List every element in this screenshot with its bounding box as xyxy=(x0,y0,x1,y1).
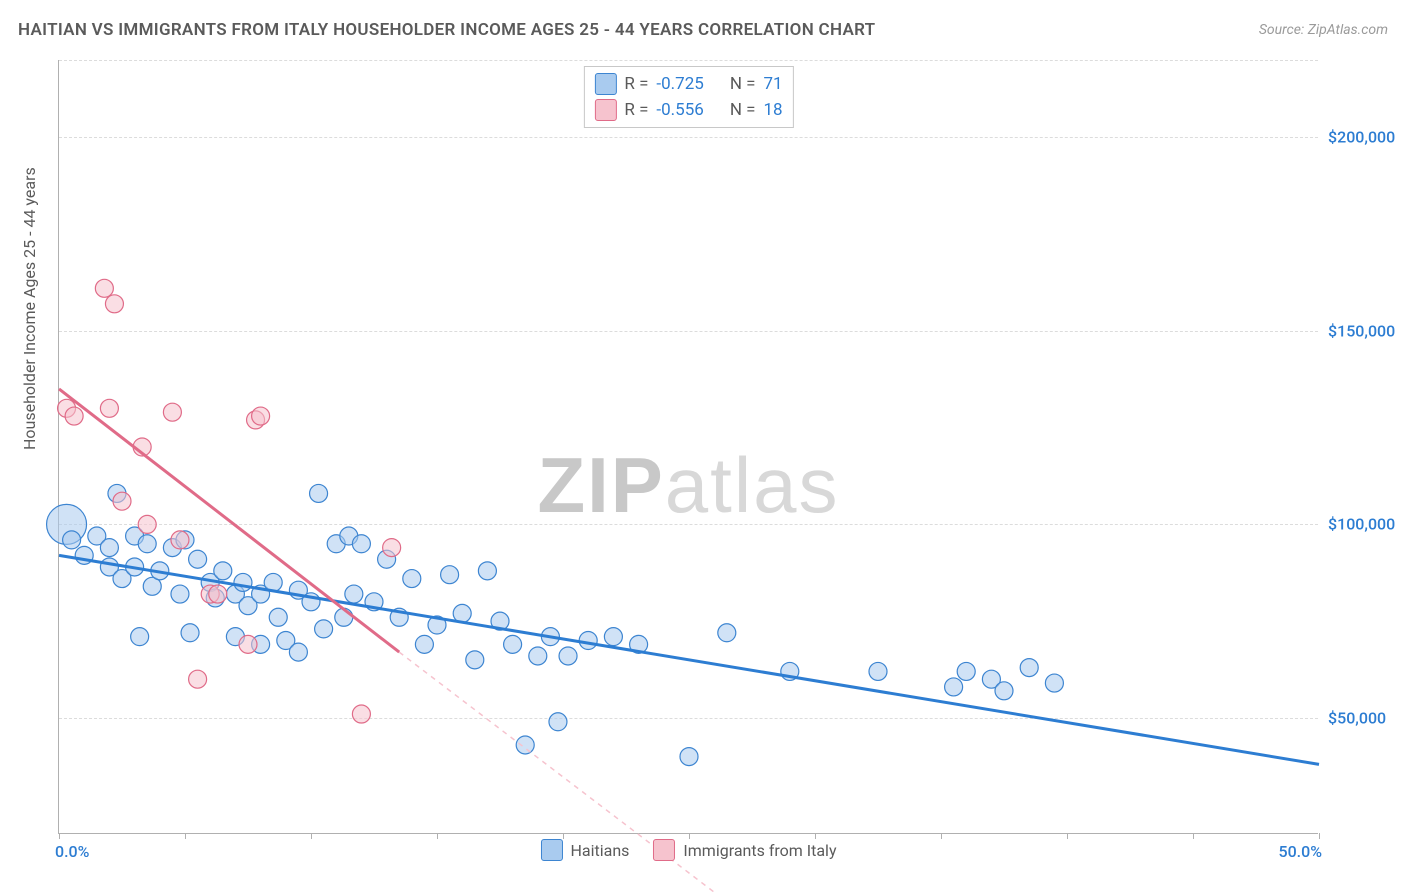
legend-label: Haitians xyxy=(570,841,629,860)
data-point xyxy=(945,678,963,696)
data-point xyxy=(138,535,156,553)
trend-line xyxy=(59,389,399,652)
r-label: R = xyxy=(624,74,648,94)
data-point xyxy=(559,647,577,665)
correlation-row: R = -0.725 N = 71 xyxy=(594,71,782,97)
data-point xyxy=(345,585,363,603)
legend-item: Haitians xyxy=(540,839,629,861)
x-min-label: 0.0% xyxy=(55,842,89,861)
r-label: R = xyxy=(624,100,648,120)
n-label: N = xyxy=(730,100,756,120)
r-value: -0.556 xyxy=(656,100,703,120)
x-tick xyxy=(941,833,942,839)
data-point xyxy=(995,682,1013,700)
x-tick xyxy=(59,833,60,839)
data-point xyxy=(209,585,227,603)
data-point xyxy=(352,535,370,553)
data-point xyxy=(289,643,307,661)
x-tick xyxy=(563,833,564,839)
legend-swatch xyxy=(540,839,562,861)
data-point xyxy=(95,279,113,297)
chart-title: HAITIAN VS IMMIGRANTS FROM ITALY HOUSEHO… xyxy=(18,20,875,40)
data-point xyxy=(516,736,534,754)
legend-swatch xyxy=(653,839,675,861)
data-point xyxy=(415,635,433,653)
scatter-svg xyxy=(59,60,1318,833)
x-tick xyxy=(437,833,438,839)
series-legend: Haitians Immigrants from Italy xyxy=(540,839,836,861)
data-point xyxy=(63,531,81,549)
y-tick-label: $150,000 xyxy=(1328,321,1398,340)
data-point xyxy=(1020,659,1038,677)
data-point xyxy=(214,562,232,580)
x-tick xyxy=(311,833,312,839)
x-tick xyxy=(1319,833,1320,839)
x-tick xyxy=(1193,833,1194,839)
data-point xyxy=(441,566,459,584)
x-tick xyxy=(1067,833,1068,839)
data-point xyxy=(252,407,270,425)
data-point xyxy=(171,531,189,549)
y-tick-label: $50,000 xyxy=(1328,708,1398,727)
data-point xyxy=(718,624,736,642)
plot-area: ZIPatlas $50,000$100,000$150,000$200,000… xyxy=(58,60,1318,834)
data-point xyxy=(869,662,887,680)
data-point xyxy=(100,539,118,557)
n-label: N = xyxy=(730,74,756,94)
data-point xyxy=(65,407,83,425)
legend-swatch xyxy=(594,73,616,95)
data-point xyxy=(310,484,328,502)
data-point xyxy=(315,620,333,638)
x-max-label: 50.0% xyxy=(1278,842,1322,861)
data-point xyxy=(100,399,118,417)
source-label: Source: ZipAtlas.com xyxy=(1259,22,1388,38)
x-tick xyxy=(815,833,816,839)
y-tick-label: $200,000 xyxy=(1328,128,1398,147)
data-point xyxy=(549,713,567,731)
data-point xyxy=(957,662,975,680)
data-point xyxy=(680,748,698,766)
data-point xyxy=(181,624,199,642)
data-point xyxy=(171,585,189,603)
data-point xyxy=(163,403,181,421)
data-point xyxy=(131,628,149,646)
y-tick-label: $100,000 xyxy=(1328,515,1398,534)
x-tick xyxy=(689,833,690,839)
data-point xyxy=(105,295,123,313)
data-point xyxy=(466,651,484,669)
data-point xyxy=(239,635,257,653)
y-axis-label: Householder Income Ages 25 - 44 years xyxy=(20,167,39,450)
data-point xyxy=(189,670,207,688)
n-value: 18 xyxy=(764,100,783,120)
correlation-legend: R = -0.725 N = 71 R = -0.556 N = 18 xyxy=(583,66,793,128)
correlation-row: R = -0.556 N = 18 xyxy=(594,97,782,123)
data-point xyxy=(504,635,522,653)
data-point xyxy=(579,632,597,650)
data-point xyxy=(1045,674,1063,692)
r-value: -0.725 xyxy=(656,74,703,94)
data-point xyxy=(403,570,421,588)
n-value: 71 xyxy=(764,74,783,94)
data-point xyxy=(478,562,496,580)
data-point xyxy=(383,539,401,557)
x-tick xyxy=(185,833,186,839)
legend-item: Immigrants from Italy xyxy=(653,839,836,861)
data-point xyxy=(234,573,252,591)
data-point xyxy=(352,705,370,723)
data-point xyxy=(138,515,156,533)
data-point xyxy=(529,647,547,665)
data-point xyxy=(113,492,131,510)
data-point xyxy=(189,550,207,568)
legend-label: Immigrants from Italy xyxy=(683,841,836,860)
data-point xyxy=(604,628,622,646)
data-point xyxy=(269,608,287,626)
legend-swatch xyxy=(594,99,616,121)
trend-line xyxy=(59,555,1319,764)
